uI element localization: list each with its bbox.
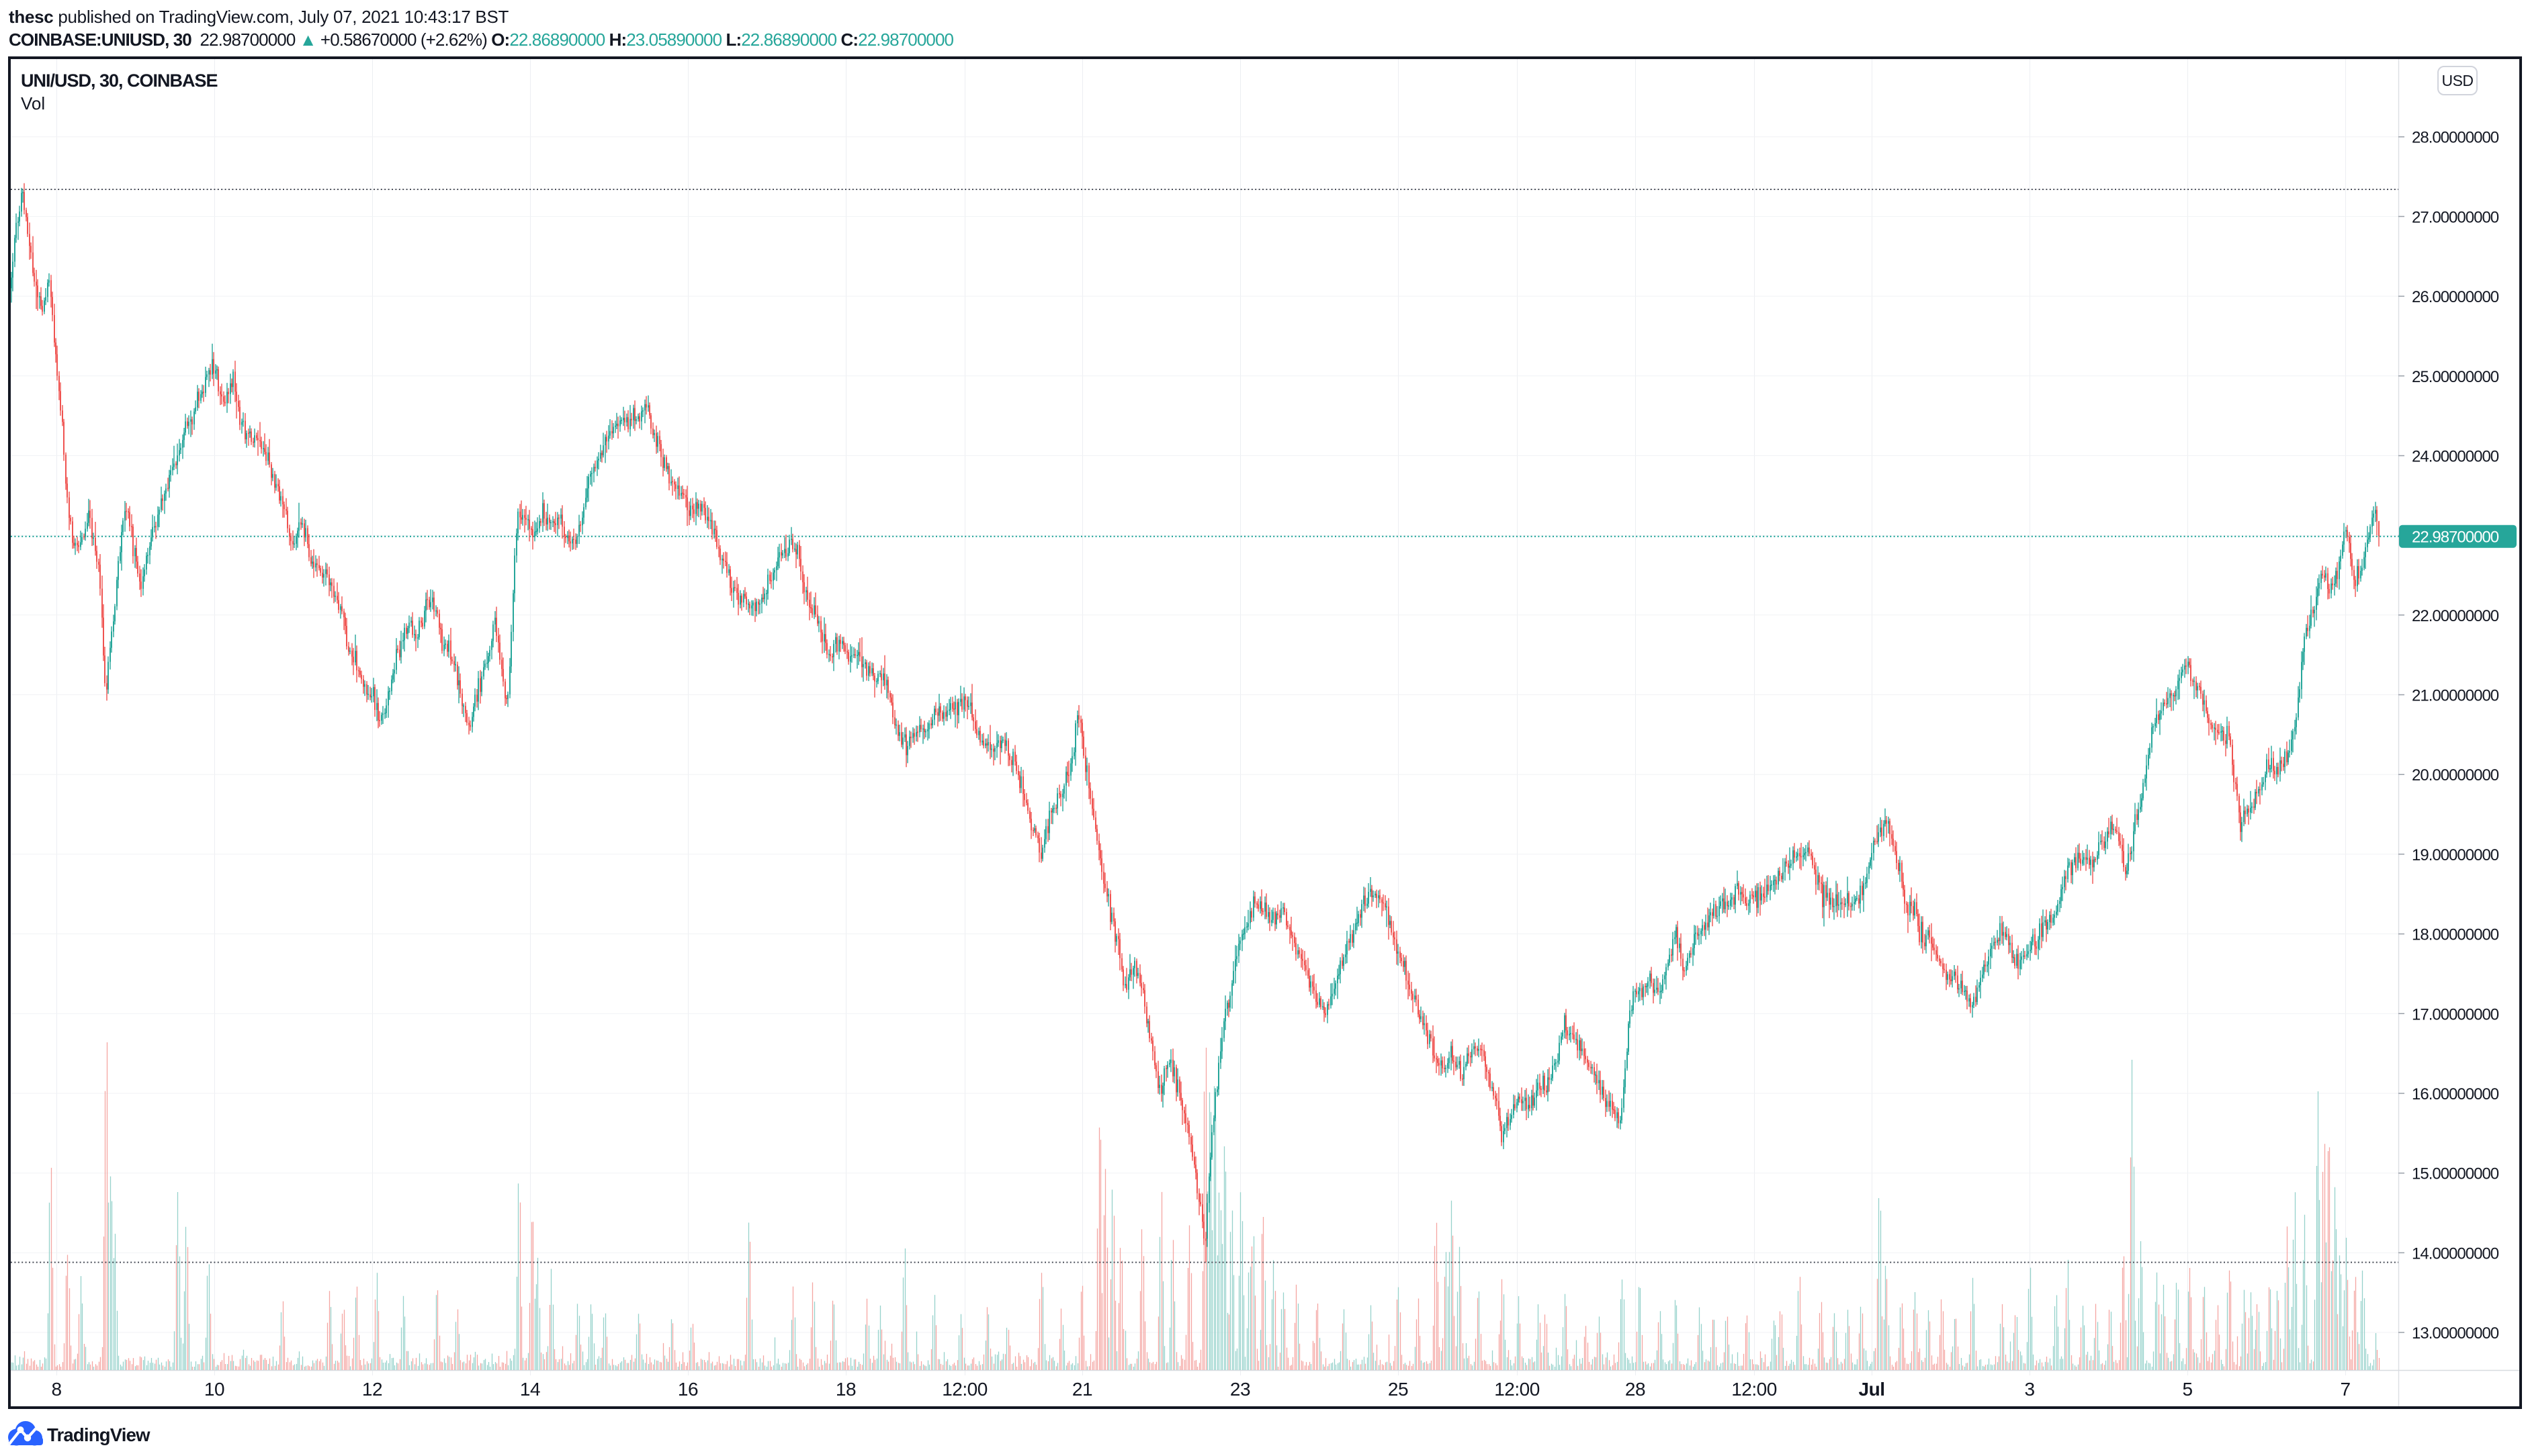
svg-text:25: 25 [1388, 1379, 1408, 1400]
svg-text:26.00000000: 26.00000000 [2412, 288, 2499, 306]
svg-text:17.00000000: 17.00000000 [2412, 1005, 2499, 1023]
svg-text:12: 12 [362, 1379, 382, 1400]
svg-text:18.00000000: 18.00000000 [2412, 926, 2499, 944]
svg-text:Vol: Vol [21, 93, 45, 113]
svg-text:5: 5 [2182, 1379, 2192, 1400]
svg-text:28.00000000: 28.00000000 [2412, 129, 2499, 147]
svg-text:14: 14 [520, 1379, 540, 1400]
svg-text:21.00000000: 21.00000000 [2412, 687, 2499, 705]
svg-text:23: 23 [1230, 1379, 1250, 1400]
svg-text:28: 28 [1625, 1379, 1645, 1400]
svg-text:16.00000000: 16.00000000 [2412, 1085, 2499, 1103]
svg-text:25.00000000: 25.00000000 [2412, 368, 2499, 386]
svg-text:10: 10 [204, 1379, 224, 1400]
svg-text:12:00: 12:00 [942, 1379, 988, 1400]
svg-text:18: 18 [836, 1379, 856, 1400]
svg-text:16: 16 [678, 1379, 698, 1400]
svg-text:24.00000000: 24.00000000 [2412, 448, 2499, 466]
svg-text:20.00000000: 20.00000000 [2412, 766, 2499, 784]
svg-text:3: 3 [2024, 1379, 2034, 1400]
svg-text:19.00000000: 19.00000000 [2412, 846, 2499, 864]
svg-text:12:00: 12:00 [1494, 1379, 1540, 1400]
svg-text:22.00000000: 22.00000000 [2412, 607, 2499, 625]
svg-text:27.00000000: 27.00000000 [2412, 208, 2499, 226]
svg-text:12:00: 12:00 [1731, 1379, 1777, 1400]
svg-text:14.00000000: 14.00000000 [2412, 1244, 2499, 1263]
svg-text:7: 7 [2340, 1379, 2350, 1400]
svg-text:Jul: Jul [1859, 1379, 1885, 1400]
svg-text:15.00000000: 15.00000000 [2412, 1165, 2499, 1183]
svg-text:8: 8 [51, 1379, 61, 1400]
svg-text:13.00000000: 13.00000000 [2412, 1324, 2499, 1343]
svg-text:TradingView: TradingView [47, 1424, 150, 1445]
svg-text:USD: USD [2441, 72, 2473, 89]
svg-text:21: 21 [1072, 1379, 1092, 1400]
svg-text:22.98700000: 22.98700000 [2412, 529, 2499, 547]
svg-text:UNI/USD, 30, COINBASE: UNI/USD, 30, COINBASE [21, 71, 218, 91]
